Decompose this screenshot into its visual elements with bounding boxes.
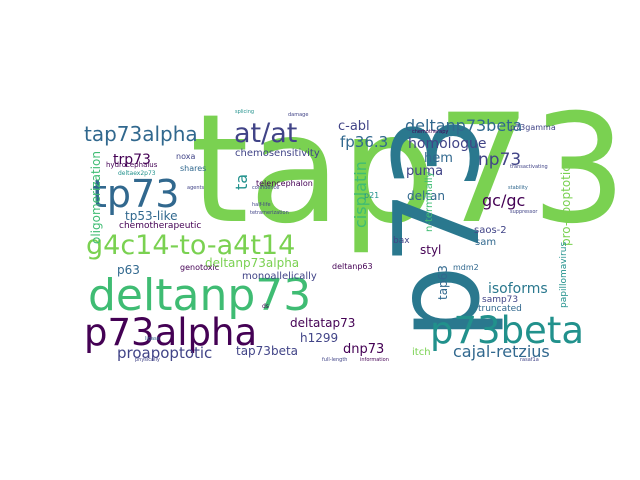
word-shares: shares (180, 164, 207, 173)
word-ta: ta (232, 173, 251, 190)
word-tp73: tp73 (92, 172, 180, 216)
word-hydrocephalus: hydrocephalus (106, 161, 158, 169)
word-splicing: splicing (235, 109, 255, 115)
word-c-abl: c-abl (338, 119, 370, 134)
word-noxa: noxa (176, 152, 196, 161)
word-tetramerization: tetramerization (250, 210, 289, 216)
word-chemotherapeutic: chemotherapeutic (119, 221, 202, 231)
word-information: information (360, 357, 389, 363)
word-telencephalon: telencephalon (256, 179, 313, 188)
word-deltanp73beta: deltanp73beta (405, 116, 523, 135)
word-agents: agents (187, 185, 205, 191)
word-n-terminally: n-terminally (424, 171, 435, 232)
word-p63: p63 (117, 263, 140, 277)
word-fp36: fp36.3 (340, 133, 389, 151)
word-physically: physically (135, 357, 160, 363)
word-proapoptotic: proapoptotic (117, 344, 213, 362)
word-chemosensitivity: chemosensitivity (235, 148, 320, 159)
word-genotoxic: genotoxic (180, 263, 220, 272)
word-puma: puma (406, 164, 444, 179)
word-ligase: ligase (145, 336, 160, 342)
word-deltanp63: deltanp63 (332, 262, 373, 271)
word-tap63: tap63 (436, 265, 450, 300)
word-chemotherapy: chemotherapy (412, 129, 449, 135)
word-full-length: full-length (322, 357, 348, 363)
word-h1299: h1299 (300, 331, 339, 345)
word-sam: sam (475, 237, 497, 248)
word-mdm2: mdm2 (453, 263, 479, 272)
word-p73alpha: p73alpha (84, 311, 258, 354)
word-deltanp73alpha: deltanp73alpha (205, 256, 300, 270)
word-itch: itch (412, 347, 431, 358)
word-homologue: homologue (408, 136, 487, 152)
word-saos-2: saos-2 (474, 225, 507, 236)
word-monoallelically: monoallelically (242, 271, 317, 282)
word-ds: ds (262, 303, 269, 310)
word-stability: stability (508, 185, 528, 191)
word-deltatap73: deltatap73 (290, 316, 356, 330)
word-transactivating: transactivating (510, 164, 548, 170)
word-bax: bax (393, 236, 410, 246)
word-np73: np73 (478, 150, 522, 170)
word-tap73: tap73 (190, 83, 627, 257)
word-papillomavirus: papillomavirus (559, 241, 569, 308)
word-cajal-retzius: cajal-retzius (453, 342, 550, 361)
word-p73gamma: p73gamma (510, 123, 556, 132)
word-tap73alpha: tap73alpha (84, 122, 198, 146)
word-suppressor: suppressor (510, 209, 538, 215)
word-p21: p21 (364, 191, 380, 200)
word-oligomerization: oligomerization (89, 151, 103, 244)
word-g4c14: g4c14-to-a4t14 (86, 230, 296, 261)
word-at-at: at/at (234, 118, 298, 149)
word-gc-gc: gc/gc (482, 191, 526, 210)
word-damage: damage (288, 112, 309, 118)
word-deltaex2p73: deltaex2p73 (118, 170, 156, 177)
word-tap73beta: tap73beta (236, 344, 299, 358)
word-p73beta: p73beta (430, 309, 584, 352)
word-tp53-like: tp53-like (125, 209, 178, 223)
word-deltan: deltan (407, 189, 445, 203)
word-rasaf1a: rasaf1a (520, 357, 539, 363)
word-isoforms: isoforms (488, 281, 548, 297)
word-dnp73: dnp73 (343, 342, 385, 357)
word-truncated: truncated (478, 304, 522, 314)
word-pro-apoptotic: pro-apoptotic (559, 165, 573, 246)
word-half-life: half-life (252, 202, 271, 208)
word-trp73: trp73 (113, 152, 151, 168)
word-confidence: confidence (252, 185, 280, 191)
word-styl: styl (420, 243, 442, 257)
word-hem: hem (424, 151, 453, 166)
word-deltanp73: deltanp73 (88, 270, 312, 321)
word-samp73: samp73 (482, 295, 519, 305)
